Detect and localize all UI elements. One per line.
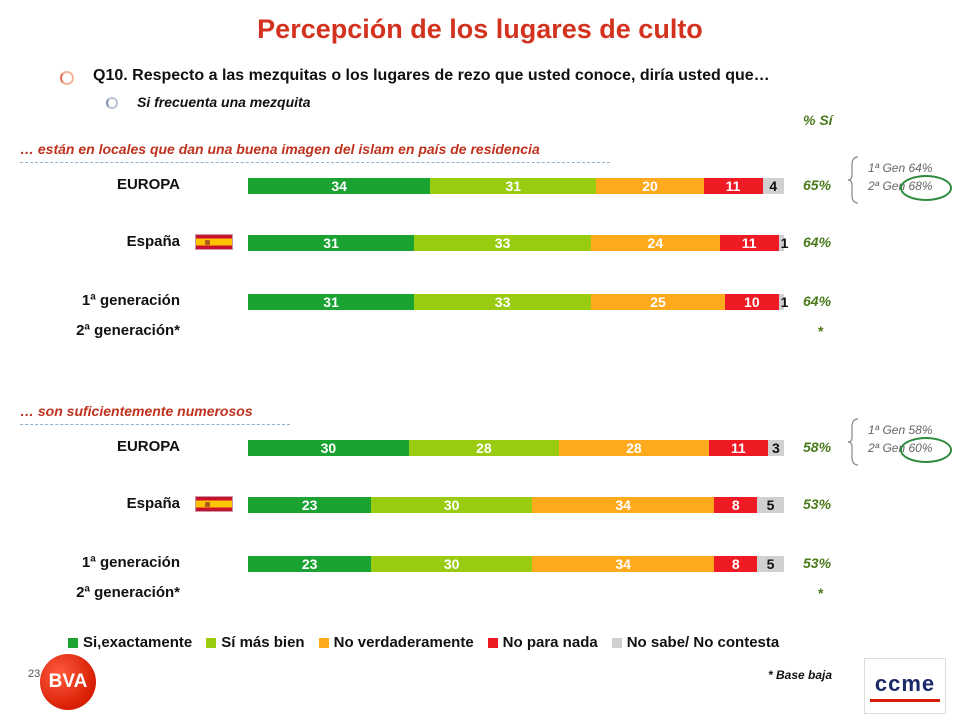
legend-item: No sabe/ No contesta: [611, 634, 780, 651]
highlight-circle: [900, 175, 952, 201]
pct-si-value: 65%: [803, 177, 832, 193]
bar-segment: 34: [532, 556, 715, 572]
row-label: 1ª generación: [81, 292, 180, 309]
bar-segment: 28: [408, 440, 559, 456]
filter-text: Si frecuenta una mezquita: [137, 94, 311, 110]
bar-segment: 1: [778, 294, 789, 310]
legend-swatch: [206, 637, 217, 648]
legend-swatch: [611, 637, 622, 648]
bar-segment: 31: [248, 235, 415, 251]
legend-swatch: [68, 637, 78, 648]
row-label: España: [126, 233, 180, 250]
bar-segment: 30: [248, 440, 409, 456]
bar-segment: 34: [248, 178, 431, 194]
row-label: España: [126, 495, 180, 512]
bar-segment: 33: [414, 294, 592, 310]
spain-flag-icon: [195, 496, 233, 512]
bar-segment: 31: [430, 178, 597, 194]
legend: Si,exactamente Sí más bien No verdaderamen…: [68, 634, 779, 651]
bar-row: 34 31 20 11 4: [248, 178, 784, 194]
bar-segment: 8: [714, 497, 758, 513]
ccme-logo-text: ccme: [874, 670, 936, 696]
legend-item: Sí más bien: [206, 634, 305, 651]
bar-segment: 30: [371, 497, 533, 513]
bar-row: 23 30 34 8 5: [248, 556, 784, 572]
bar-segment: 20: [596, 178, 704, 194]
bar-segment: 25: [591, 294, 726, 310]
pct-si-value: 64%: [803, 293, 832, 309]
bar-row: 31 33 25 10 1: [248, 294, 789, 310]
pct-si-value: *: [818, 585, 824, 601]
bar-row: 31 33 24 11 1: [248, 235, 789, 251]
bar-segment: 23: [248, 497, 372, 513]
legend-label: No sabe/ No contesta: [626, 634, 780, 651]
bar-segment: 5: [757, 497, 784, 513]
legend-swatch: [487, 637, 498, 648]
brace-icon: [847, 418, 859, 466]
pct-header: % Sí: [803, 112, 833, 128]
legend-item: Si,exactamente: [68, 634, 192, 651]
section-divider: [20, 424, 290, 425]
ccme-logo: ccme: [864, 658, 946, 714]
section-title: … son suficientemente numerosos: [20, 403, 253, 419]
bar-segment: 11: [708, 440, 768, 456]
base-note: * Base baja: [768, 668, 833, 682]
bullet-icon: [60, 71, 74, 85]
bar-segment: 1: [778, 235, 789, 251]
bar-segment: 34: [532, 497, 715, 513]
legend-item: No para nada: [487, 634, 598, 651]
sub-bullet-icon: [106, 97, 118, 109]
generation-note-line: 1ª Gen 64%: [868, 161, 933, 175]
bar-segment: 4: [762, 178, 784, 194]
legend-swatch: [318, 637, 329, 648]
bar-segment: 5: [757, 556, 784, 572]
bar-segment: 11: [703, 178, 763, 194]
page-number: 23: [28, 668, 41, 680]
row-label: EUROPA: [116, 438, 180, 455]
bar-segment: 30: [371, 556, 533, 572]
row-label: 2ª generación*: [76, 584, 180, 601]
bar-segment: 28: [558, 440, 709, 456]
bva-logo: BVA: [40, 654, 96, 710]
spain-flag-icon: [195, 234, 233, 250]
bar-segment: 10: [725, 294, 779, 310]
pct-si-value: 58%: [803, 439, 832, 455]
bar-segment: 3: [767, 440, 784, 456]
page-title: Percepción de los lugares de culto: [257, 14, 703, 44]
bar-row: 23 30 34 8 5: [248, 497, 784, 513]
row-label: 2ª generación*: [76, 322, 180, 339]
bar-row: 30 28 28 11 3: [248, 440, 784, 456]
pct-si-value: 64%: [803, 234, 832, 250]
question-text: Q10. Respecto a las mezquitas o los luga…: [93, 67, 770, 84]
generation-note-line: 1ª Gen 58%: [868, 423, 933, 437]
bar-segment: 8: [714, 556, 758, 572]
pct-si-value: *: [818, 323, 824, 339]
pct-si-value: 53%: [803, 496, 832, 512]
legend-label: Si,exactamente: [83, 634, 193, 651]
legend-label: No verdaderamente: [333, 634, 474, 651]
legend-item: No verdaderamente: [318, 634, 474, 651]
section-title: … están en locales que dan una buena ima…: [20, 141, 540, 157]
legend-label: No para nada: [502, 634, 598, 651]
brace-icon: [847, 156, 859, 204]
legend-label: Sí más bien: [221, 634, 305, 651]
pct-si-value: 53%: [803, 555, 832, 571]
section-divider: [20, 162, 610, 163]
bar-segment: 33: [414, 235, 592, 251]
bar-segment: 24: [591, 235, 720, 251]
bar-segment: 11: [719, 235, 779, 251]
bva-logo-text: BVA: [48, 671, 88, 692]
ccme-logo-line: [870, 698, 940, 702]
bar-segment: 23: [248, 556, 372, 572]
row-label: 1ª generación: [81, 554, 180, 571]
bar-segment: 31: [248, 294, 415, 310]
highlight-circle: [900, 437, 952, 463]
row-label: EUROPA: [116, 176, 180, 193]
